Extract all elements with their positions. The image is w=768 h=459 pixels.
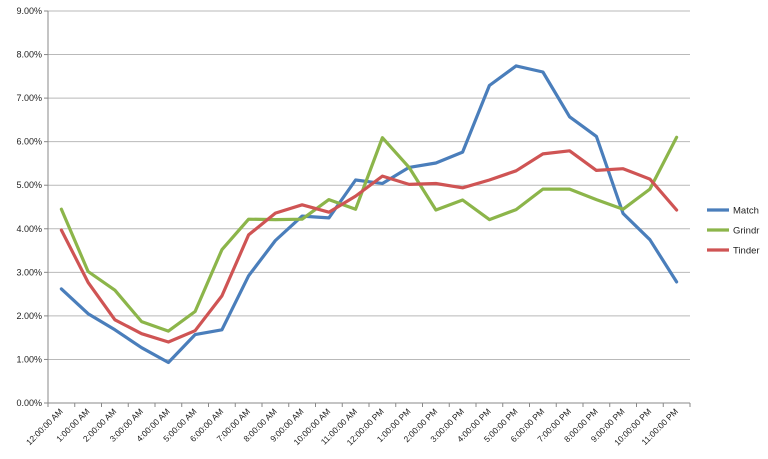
series-line-grindr: [59, 135, 679, 333]
grid-lines: [44, 10, 691, 407]
x-tick-labels: 12:00:00 AM1:00:00 AM2:00:00 AM3:00:00 A…: [24, 406, 680, 447]
y-tick-label: 9.00%: [16, 6, 42, 16]
y-tick-label: 3.00%: [16, 267, 42, 277]
y-tick-label: 1.00%: [16, 354, 42, 364]
series-lines: [59, 64, 679, 365]
y-tick-label: 5.00%: [16, 180, 42, 190]
y-tick-labels: 0.00% 1.00% 2.00% 3.00% 4.00% 5.00% 6.00% 7.00%…: [16, 6, 42, 408]
legend-label: Grindr: [733, 226, 759, 237]
y-tick-label: 7.00%: [16, 93, 42, 103]
series-line-match: [59, 64, 679, 365]
y-tick-label: 4.00%: [16, 224, 42, 234]
y-tick-label: 2.00%: [16, 311, 42, 321]
y-tick-label: 8.00%: [16, 50, 42, 60]
y-tick-label: 0.00%: [16, 398, 42, 408]
legend-label: Match: [733, 206, 759, 217]
series-line-tinder: [59, 149, 679, 344]
legend-label: Tinder: [733, 246, 760, 257]
legend: Match Grindr Tinder: [707, 206, 760, 257]
y-tick-label: 6.00%: [16, 137, 42, 147]
